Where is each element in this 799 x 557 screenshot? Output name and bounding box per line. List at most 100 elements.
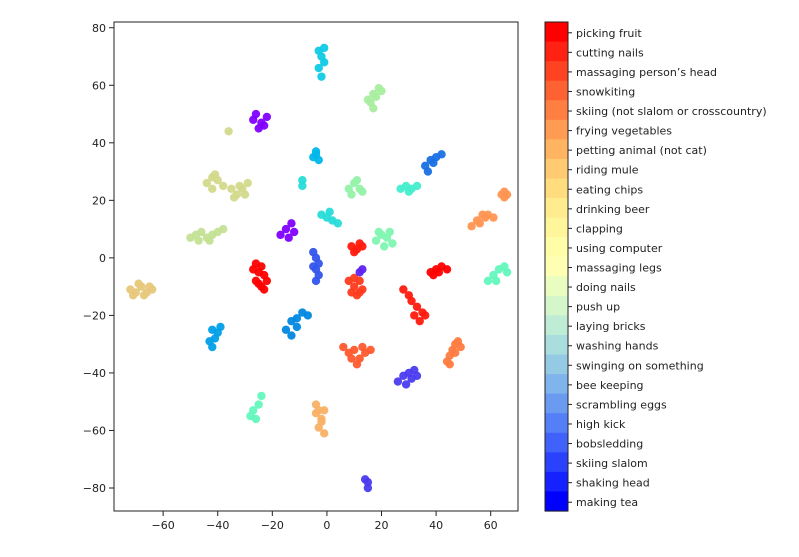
- scatter-point: [371, 92, 381, 101]
- colorbar-segment: [545, 393, 568, 414]
- scatter-point: [412, 371, 422, 381]
- colorbar-segment: [545, 198, 568, 219]
- y-tick-label: −60: [83, 424, 106, 437]
- scatter-point: [224, 127, 233, 136]
- scatter-point: [205, 236, 214, 245]
- scatter-point: [205, 337, 214, 346]
- scatter-point: [251, 414, 261, 424]
- scatter-point: [284, 233, 293, 242]
- cluster-washing-hands: [314, 43, 329, 81]
- y-tick-label: 60: [92, 79, 106, 92]
- scatter-point: [339, 342, 348, 352]
- scatter-point: [319, 58, 329, 67]
- colorbar-label: push up: [576, 301, 620, 314]
- colorbar-label: frying vegetables: [576, 125, 672, 138]
- y-tick-label: 0: [99, 252, 106, 265]
- colorbar-label: massaging person’s head: [576, 66, 717, 79]
- colorbar-label: riding mule: [576, 164, 639, 177]
- colorbar-segment: [545, 334, 568, 356]
- colorbar-segment: [545, 471, 568, 493]
- colorbar-label: cutting nails: [576, 46, 644, 59]
- scatter-point: [319, 43, 329, 53]
- scatter-point: [317, 72, 326, 81]
- scatter-point: [276, 230, 285, 240]
- scatter-point: [281, 224, 291, 234]
- colorbar-segment: [545, 295, 568, 316]
- colorbar-segment: [545, 22, 568, 43]
- scatter-point: [317, 417, 326, 427]
- scatter-point: [442, 265, 452, 274]
- scatter-point: [388, 239, 397, 248]
- scatter-point: [347, 354, 356, 363]
- colorbar-segment: [545, 139, 568, 160]
- colorbar-label: skiing (not slalom or crosscountry): [576, 105, 767, 118]
- x-tick-label: −40: [206, 519, 229, 532]
- scatter-point: [319, 406, 329, 415]
- scatter-point: [128, 291, 138, 300]
- scatter-point: [257, 262, 266, 271]
- colorbar-label: washing hands: [576, 340, 659, 353]
- scatter-point: [257, 391, 266, 401]
- colorbar-label: bobsledding: [576, 438, 643, 451]
- scatter-point: [314, 63, 323, 73]
- scatter-point: [377, 86, 386, 96]
- colorbar-label: doing nails: [576, 281, 636, 294]
- colorbar-segment: [545, 256, 568, 277]
- colorbar-label: snowkiting: [576, 85, 635, 98]
- x-tick-label: −20: [261, 519, 284, 532]
- cluster-bobsledding: [309, 247, 323, 286]
- scatter-point: [311, 409, 321, 418]
- colorbar-segment: [545, 354, 568, 375]
- scatter-point: [369, 104, 378, 113]
- scatter-point: [243, 178, 252, 188]
- colorbar-segment: [545, 432, 568, 453]
- colorbar-label: bee keeping: [576, 379, 644, 392]
- scatter-point: [350, 273, 359, 283]
- colorbar-label: scrambling eggs: [576, 398, 667, 411]
- cluster-swinging-on-something: [309, 147, 323, 165]
- colorbar-segment: [545, 315, 568, 336]
- scatter-point: [287, 331, 296, 340]
- scatter-point: [289, 227, 299, 237]
- colorbar-segment: [545, 374, 568, 395]
- scatter-point: [347, 190, 356, 199]
- scatter-point: [489, 213, 498, 222]
- cluster-frying-vegetables: [467, 210, 498, 231]
- scatter-point: [292, 314, 302, 323]
- cluster-cutting-nails: [347, 239, 367, 257]
- scatter-point: [363, 483, 373, 493]
- scatter-point: [363, 478, 373, 487]
- scatter-point: [262, 276, 272, 286]
- colorbar-segment: [545, 237, 568, 258]
- cluster-picking-fruit: [249, 259, 272, 294]
- colorbar-label: clapping: [576, 222, 623, 235]
- y-axis: −80 −60 −40 −20 0 20 40 60 80: [83, 22, 114, 495]
- colorbar-segment: [545, 158, 568, 180]
- scatter-point: [240, 190, 250, 199]
- colorbar-label: laying bricks: [576, 320, 646, 333]
- scatter-point: [404, 187, 414, 196]
- scatter-point: [229, 193, 239, 202]
- scatter-point: [325, 207, 334, 217]
- scatter-point: [251, 109, 261, 119]
- scatter-point: [475, 219, 484, 228]
- colorbar: picking fruit cutting nails massaging pers…: [544, 21, 767, 512]
- scatter-point: [399, 285, 408, 294]
- scatter-point: [437, 150, 446, 159]
- scatter-point: [287, 219, 296, 228]
- cluster-making-tea: [276, 219, 299, 242]
- colorbar-segment: [545, 178, 568, 199]
- colorbar-segment: [545, 41, 568, 62]
- cluster-skiing-not-slalom-or-crosscountry: [442, 337, 465, 369]
- scatter-point: [309, 262, 318, 271]
- cluster-eating-chips: [227, 178, 252, 202]
- cluster-snowkiting: [339, 342, 375, 369]
- scatter-point: [303, 311, 313, 320]
- y-tick-label: −20: [83, 309, 106, 322]
- y-tick-label: 20: [92, 194, 106, 207]
- scatter-point: [500, 193, 509, 202]
- scatter-point: [415, 316, 424, 326]
- scatter-point: [218, 181, 228, 191]
- scatter-point: [420, 311, 430, 320]
